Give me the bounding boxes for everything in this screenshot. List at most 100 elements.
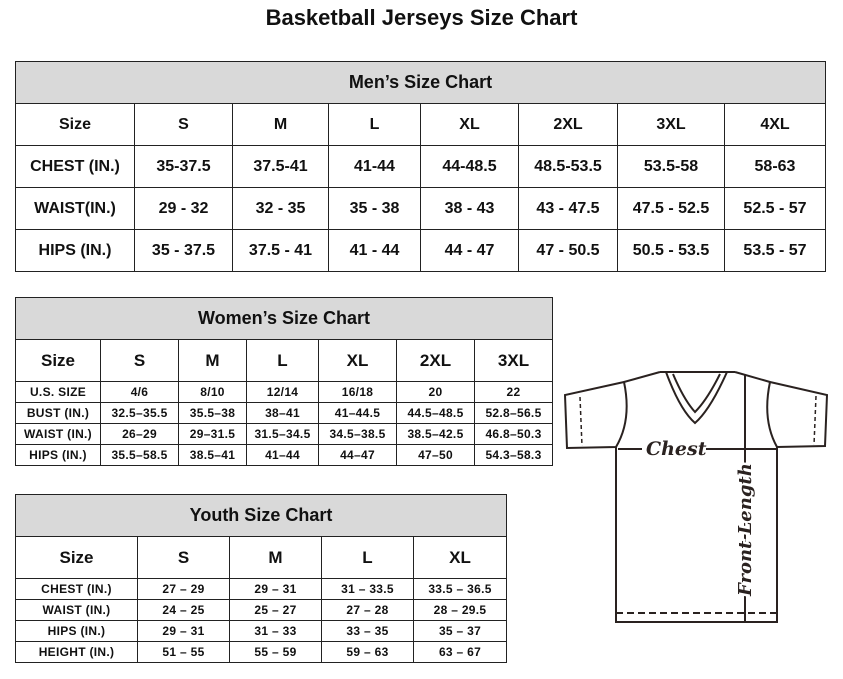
chest-label: Chest [646,438,707,460]
column-header: Size [15,339,101,382]
table-row: CHEST (IN.) 27 – 29 29 – 31 31 – 33.5 33.5 –… [15,578,508,600]
table-cell: 24 – 25 [137,599,230,621]
column-header: M [229,536,322,579]
table-cell: 25 – 27 [229,599,322,621]
table-cell: 27 – 29 [137,578,230,600]
column-header: XL [318,339,397,382]
table-cell: 50.5 - 53.5 [617,229,725,272]
row-label: CHEST (IN.) [15,578,138,600]
row-label: U.S. SIZE [15,381,101,403]
table-cell: 26–29 [100,423,179,445]
table-cell: 29–31.5 [178,423,247,445]
table-cell: 53.5 - 57 [724,229,826,272]
table-cell: 32 - 35 [232,187,329,230]
table-cell: 44 - 47 [420,229,519,272]
table-cell: 33.5 – 36.5 [412,578,508,600]
table-row: WAIST(IN.) 29 - 32 32 - 35 35 - 38 38 - 43 43… [15,187,826,230]
table-cell: 35.5–38 [178,402,247,424]
caption-row: Youth Size Chart [14,494,508,537]
caption-row: Men’s Size Chart [15,61,826,104]
table-cell: 48.5-53.5 [518,145,618,188]
table-row: WAIST (IN.) 24 – 25 25 – 27 27 – 28 28 – 29.… [15,599,508,621]
table-cell: 41–44.5 [318,402,397,424]
table-cell: 41-44 [328,145,421,188]
table-row: HIPS (IN.) 35.5–58.5 38.5–41 41–44 44–47 47–5… [15,444,554,466]
table-cell: 51 – 55 [137,641,230,663]
table-cell: 35 - 38 [328,187,421,230]
table-caption: Men’s Size Chart [15,61,826,104]
table-cell: 38.5–41 [178,444,247,466]
table-cell: 47–50 [396,444,475,466]
column-header: M [232,103,329,146]
table-cell: 52.8–56.5 [473,402,554,424]
table-cell: 33 – 35 [321,620,414,642]
column-header: 3XL [473,339,554,382]
table-cell: 35 - 37.5 [134,229,233,272]
table-row: HIPS (IN.) 35 - 37.5 37.5 - 41 41 - 44 44 - … [15,229,826,272]
table-cell: 29 – 31 [229,578,322,600]
table-cell: 38–41 [246,402,319,424]
table-cell: 4/6 [100,381,179,403]
column-header: XL [412,536,508,579]
column-header: L [321,536,414,579]
table-cell: 38.5–42.5 [396,423,475,445]
header-row: Size S M L XL [15,536,508,579]
table-cell: 53.5-58 [617,145,725,188]
table-row: HIPS (IN.) 29 – 31 31 – 33 33 – 35 35 – 37 [15,620,508,642]
page-title: Basketball Jerseys Size Chart [265,5,578,30]
table-cell: 52.5 - 57 [724,187,826,230]
row-label: BUST (IN.) [15,402,101,424]
table-cell: 16/18 [318,381,397,403]
column-header: XL [420,103,519,146]
table-cell: 55 – 59 [229,641,322,663]
column-header: 3XL [617,103,725,146]
table-cell: 41–44 [246,444,319,466]
jersey-diagram: Chest Front Length [563,371,829,623]
column-header: 2XL [396,339,475,382]
table-row: WAIST (IN.) 26–29 29–31.5 31.5–34.5 34.5–38.… [15,423,554,445]
table-cell: 31 – 33.5 [321,578,414,600]
table-cell: 35 – 37 [412,620,508,642]
table-cell: 47.5 - 52.5 [617,187,725,230]
table-cell: 35-37.5 [134,145,233,188]
column-header: S [134,103,233,146]
table-caption: Youth Size Chart [14,494,508,537]
table-row: HEIGHT (IN.) 51 – 55 55 – 59 59 – 63 63 – 67 [15,641,508,663]
table-cell: 63 – 67 [412,641,508,663]
header-row: Size S M L XL 2XL 3XL 4XL [15,103,826,146]
table-cell: 44.5–48.5 [396,402,475,424]
table-cell: 31 – 33 [229,620,322,642]
table-cell: 58-63 [724,145,826,188]
table-cell: 44–47 [318,444,397,466]
column-header: S [137,536,230,579]
table-cell: 8/10 [178,381,247,403]
table-cell: 38 - 43 [420,187,519,230]
table-cell: 27 – 28 [321,599,414,621]
table-cell: 37.5-41 [232,145,329,188]
table-cell: 37.5 - 41 [232,229,329,272]
table-cell: 54.3–58.3 [473,444,554,466]
table-cell: 12/14 [246,381,319,403]
table-row: U.S. SIZE 4/6 8/10 12/14 16/18 20 22 [15,381,554,403]
table-cell: 20 [396,381,475,403]
table-cell: 35.5–58.5 [100,444,179,466]
table-cell: 31.5–34.5 [246,423,319,445]
row-label: WAIST(IN.) [15,187,135,230]
youth-size-table: Youth Size Chart Size S M L XL CHEST (IN.) 27 –… [14,494,508,663]
table-cell: 29 – 31 [137,620,230,642]
table-cell: 41 - 44 [328,229,421,272]
column-header: L [246,339,319,382]
column-header: S [100,339,179,382]
column-header: L [328,103,421,146]
column-header: 4XL [724,103,826,146]
caption-row: Women’s Size Chart [14,297,554,340]
row-label: HIPS (IN.) [15,229,135,272]
table-cell: 32.5–35.5 [100,402,179,424]
table-row: CHEST (IN.) 35-37.5 37.5-41 41-44 44-48.5 48.… [15,145,826,188]
table-caption: Women’s Size Chart [14,297,554,340]
column-header: Size [15,536,138,579]
mens-size-table: Men’s Size Chart Size S M L XL 2XL 3XL 4XL CHEST … [15,61,826,272]
table-row: BUST (IN.) 32.5–35.5 35.5–38 38–41 41–44.5 44… [15,402,554,424]
row-label: HIPS (IN.) [15,444,101,466]
table-cell: 29 - 32 [134,187,233,230]
